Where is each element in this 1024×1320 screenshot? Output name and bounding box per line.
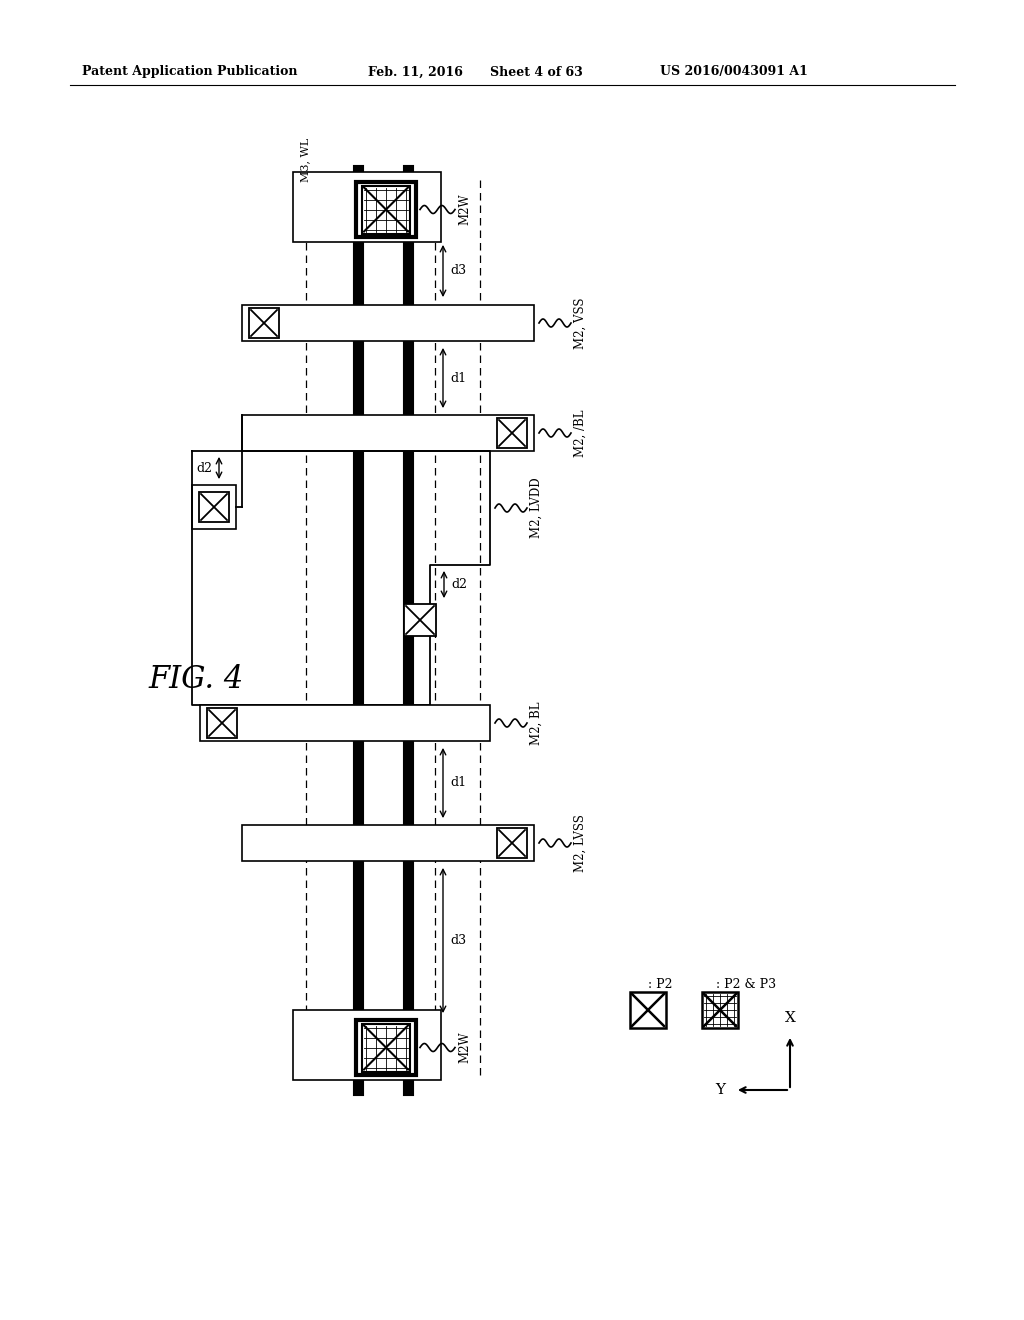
Bar xyxy=(200,705,490,741)
Bar xyxy=(356,182,416,238)
Bar xyxy=(630,993,666,1028)
Text: Sheet 4 of 63: Sheet 4 of 63 xyxy=(490,66,583,78)
Bar xyxy=(356,1020,416,1074)
Text: d1: d1 xyxy=(450,776,466,789)
Text: M2, LVDD: M2, LVDD xyxy=(530,478,543,539)
Bar xyxy=(293,1010,441,1080)
Bar xyxy=(404,605,436,636)
Text: d3: d3 xyxy=(450,264,466,277)
Text: Patent Application Publication: Patent Application Publication xyxy=(82,66,298,78)
Text: M2, BL: M2, BL xyxy=(530,701,543,744)
Text: FIG. 4: FIG. 4 xyxy=(148,664,244,696)
Bar xyxy=(293,172,441,242)
Bar xyxy=(702,993,738,1028)
Bar xyxy=(497,418,527,447)
Bar xyxy=(242,825,534,861)
Text: d1: d1 xyxy=(450,371,466,384)
Text: US 2016/0043091 A1: US 2016/0043091 A1 xyxy=(660,66,808,78)
Text: M2W: M2W xyxy=(458,194,471,226)
Bar xyxy=(199,492,229,521)
Text: : P2: : P2 xyxy=(648,978,673,991)
Text: Feb. 11, 2016: Feb. 11, 2016 xyxy=(368,66,463,78)
Bar xyxy=(207,708,237,738)
Text: d2: d2 xyxy=(451,578,467,591)
Bar xyxy=(193,484,236,529)
Bar xyxy=(362,1023,410,1072)
Bar xyxy=(362,186,410,234)
Text: d2: d2 xyxy=(196,462,212,474)
Bar xyxy=(249,308,279,338)
Bar xyxy=(242,414,534,451)
Bar xyxy=(242,305,534,341)
Text: M2, VSS: M2, VSS xyxy=(574,297,587,348)
Text: M2, LVSS: M2, LVSS xyxy=(574,814,587,873)
Text: d3: d3 xyxy=(450,935,466,946)
Text: M2, /BL: M2, /BL xyxy=(574,409,587,457)
Text: : P2 & P3: : P2 & P3 xyxy=(716,978,776,991)
Text: M2W: M2W xyxy=(458,1032,471,1064)
Bar xyxy=(497,828,527,858)
Text: Y: Y xyxy=(715,1082,725,1097)
Text: M3, WL: M3, WL xyxy=(300,137,310,182)
Text: X: X xyxy=(784,1011,796,1026)
